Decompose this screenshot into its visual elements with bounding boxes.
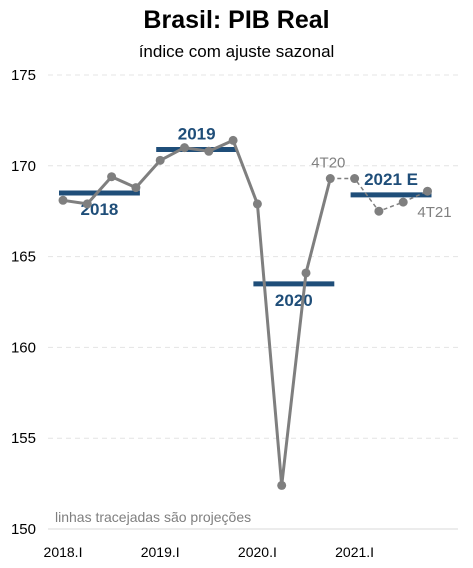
x-axis-ticks: 2018.I 2019.I 2020.I 2021.I bbox=[44, 544, 375, 560]
x-tick-label: 2020.I bbox=[238, 544, 277, 560]
annual-average-label: 2019 bbox=[178, 124, 216, 143]
x-tick-label: 2021.I bbox=[335, 544, 374, 560]
x-tick-label: 2019.I bbox=[141, 544, 180, 560]
projection-note: linhas tracejadas são projeções bbox=[55, 509, 251, 525]
annual-average-label: 2020 bbox=[275, 291, 313, 310]
y-tick-label: 160 bbox=[11, 339, 36, 356]
data-point bbox=[252, 199, 262, 209]
data-point bbox=[82, 199, 92, 209]
y-tick-label: 170 bbox=[11, 158, 36, 175]
gridlines bbox=[48, 74, 458, 439]
data-point bbox=[374, 206, 384, 216]
chart-title: Brasil: PIB Real bbox=[143, 6, 330, 34]
y-tick-label: 155 bbox=[11, 430, 36, 447]
data-point bbox=[325, 174, 335, 184]
chart-subtitle: índice com ajuste sazonal bbox=[138, 42, 335, 61]
point-label-4t20: 4T20 bbox=[311, 155, 345, 172]
gdp-markers bbox=[58, 135, 432, 490]
data-point bbox=[228, 135, 238, 145]
data-point bbox=[155, 155, 165, 165]
data-point bbox=[131, 183, 141, 193]
data-point bbox=[180, 143, 189, 153]
data-point bbox=[107, 172, 117, 182]
y-tick-label: 175 bbox=[11, 67, 36, 84]
data-point bbox=[301, 268, 311, 278]
data-point bbox=[277, 480, 287, 490]
series-line-actual bbox=[62, 138, 332, 487]
point-label-4t21: 4T21 bbox=[417, 204, 451, 221]
data-point bbox=[423, 186, 432, 196]
data-point bbox=[350, 174, 360, 184]
data-point bbox=[204, 146, 214, 156]
data-point bbox=[398, 197, 408, 207]
y-tick-label: 165 bbox=[11, 249, 36, 266]
x-tick-label: 2018.I bbox=[44, 544, 83, 560]
annotations: 4T20 4T21 bbox=[311, 155, 451, 222]
y-tick-label: 150 bbox=[11, 521, 36, 538]
annual-average-label: 2021 E bbox=[364, 170, 418, 189]
data-point bbox=[58, 195, 68, 205]
y-axis-ticks: 150 155 160 165 170 175 bbox=[11, 67, 36, 538]
